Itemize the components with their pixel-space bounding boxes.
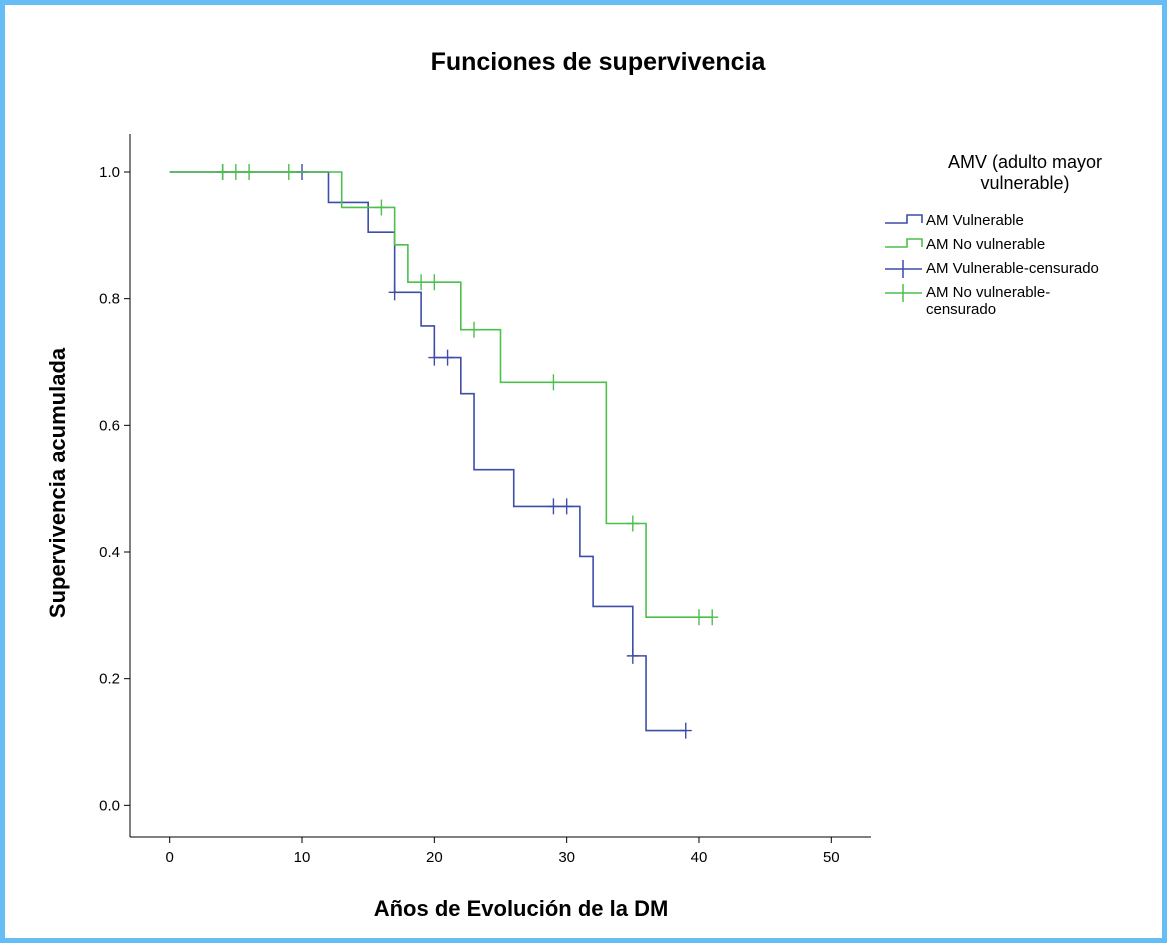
legend-label: AM Vulnerable [926, 212, 1024, 229]
am-vulnerable-censor-mark [428, 349, 441, 366]
am-vulnerable-censor-mark [679, 722, 692, 739]
y-tick-label: 0.8 [99, 291, 120, 308]
am-vulnerable-curve [169, 171, 686, 732]
am-no-vulnerable-curve [169, 171, 713, 619]
y-tick-label: 0.2 [99, 671, 120, 688]
legend-label: AM Vulnerable-censurado [926, 260, 1099, 277]
axis-ticks: 0 10 20 30 40 50 0.0 0.2 0.4 0.6 0.8 1.0 [99, 164, 840, 866]
x-axis-title: Años de Evolución de la DM [374, 896, 669, 921]
am-vulnerable-censor-mark [388, 284, 401, 301]
am-vulnerable-censor-mark [441, 349, 454, 366]
x-tick-label: 50 [823, 849, 840, 866]
x-tick-label: 40 [691, 849, 708, 866]
am-no-vulnerable-censor-mark [468, 321, 481, 338]
x-tick-label: 10 [294, 849, 311, 866]
chart-title: Funciones de supervivencia [431, 48, 767, 76]
legend-swatch-am-no-vulnerable-censurado [885, 284, 922, 302]
x-tick-label: 30 [558, 849, 575, 866]
legend-swatch-am-vulnerable [885, 214, 923, 224]
am-no-vulnerable-censor-mark [229, 164, 242, 180]
am-no-vulnerable-censor-mark [415, 274, 428, 291]
am-no-vulnerable-censor-mark [692, 609, 705, 626]
am-no-vulnerable-censor-mark [216, 164, 229, 180]
y-axis-title: Supervivencia acumulada [45, 347, 70, 618]
am-no-vulnerable-censor-mark [428, 274, 441, 291]
am-no-vulnerable-censor-mark [282, 164, 295, 180]
x-tick-label: 0 [166, 849, 174, 866]
legend-label: censurado [926, 301, 996, 318]
am-no-vulnerable-censor-mark [243, 164, 256, 180]
am-no-vulnerable-censor-mark [547, 374, 560, 391]
am-no-vulnerable-censor-mark [626, 515, 639, 532]
y-tick-label: 0.6 [99, 417, 120, 434]
legend-title: vulnerable) [980, 173, 1069, 193]
series-layer [169, 164, 719, 739]
legend-label: AM No vulnerable [926, 236, 1045, 253]
am-no-vulnerable-censor-mark [375, 199, 388, 216]
legend-title: AMV (adulto mayor [948, 152, 1102, 172]
am-vulnerable-censor-mark [547, 498, 560, 515]
legend-swatch-am-vulnerable-censurado [885, 260, 922, 278]
am-vulnerable-censor-mark [626, 647, 639, 664]
legend-swatch-am-no-vulnerable [885, 238, 923, 248]
plot-area: 0 10 20 30 40 50 0.0 0.2 0.4 0.6 0.8 1.0 [99, 134, 871, 866]
am-no-vulnerable-censor-mark [706, 609, 719, 626]
legend-label: AM No vulnerable- [926, 284, 1050, 301]
survival-chart: Funciones de supervivencia 0 10 20 30 40 50 0.… [45, 48, 1102, 921]
y-tick-label: 0.4 [99, 544, 120, 561]
y-tick-label: 0.0 [99, 797, 120, 814]
x-tick-label: 20 [426, 849, 443, 866]
am-vulnerable-censor-mark [560, 498, 573, 515]
y-tick-label: 1.0 [99, 164, 120, 181]
